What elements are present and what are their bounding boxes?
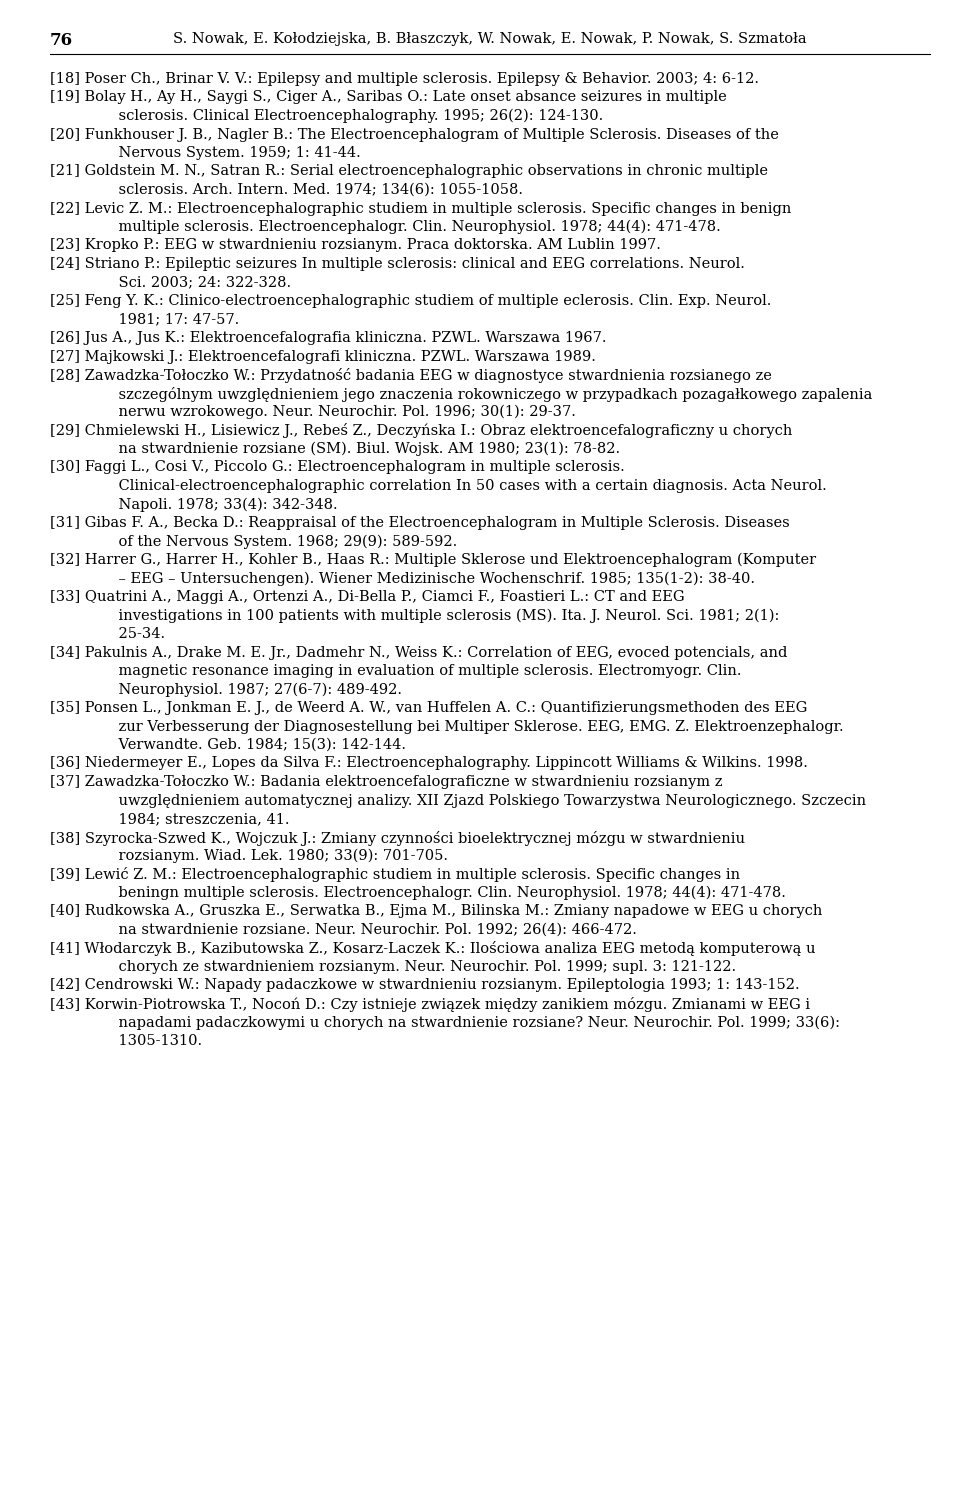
Text: zur Verbesserung der Diagnosestellung bei Multiper Sklerose. EEG, EMG. Z. Elektr: zur Verbesserung der Diagnosestellung be… bbox=[100, 720, 844, 733]
Text: chorych ze stwardnieniem rozsianym. Neur. Neurochir. Pol. 1999; supl. 3: 121-122: chorych ze stwardnieniem rozsianym. Neur… bbox=[100, 961, 736, 974]
Text: szczególnym uwzględnieniem jego znaczenia rokowniczego w przypadkach pozagałkowe: szczególnym uwzględnieniem jego znaczeni… bbox=[100, 387, 873, 401]
Text: [33] Quatrini A., Maggi A., Ortenzi A., Di-Bella P., Ciamci F., Foastieri L.: CT: [33] Quatrini A., Maggi A., Ortenzi A., … bbox=[50, 590, 684, 604]
Text: [42] Cendrowski W.: Napady padaczkowe w stwardnieniu rozsianym. Epileptologia 19: [42] Cendrowski W.: Napady padaczkowe w … bbox=[50, 978, 800, 992]
Text: [20] Funkhouser J. B., Nagler B.: The Electroencephalogram of Multiple Sclerosis: [20] Funkhouser J. B., Nagler B.: The El… bbox=[50, 128, 779, 141]
Text: [28] Zawadzka-Tołoczko W.: Przydatność badania EEG w diagnostyce stwardnienia ro: [28] Zawadzka-Tołoczko W.: Przydatność b… bbox=[50, 367, 772, 384]
Text: [30] Faggi L., Cosi V., Piccolo G.: Electroencephalogram in multiple sclerosis.: [30] Faggi L., Cosi V., Piccolo G.: Elec… bbox=[50, 461, 625, 474]
Text: [40] Rudkowska A., Gruszka E., Serwatka B., Ejma M., Bilinska M.: Zmiany napadow: [40] Rudkowska A., Gruszka E., Serwatka … bbox=[50, 904, 823, 919]
Text: 76: 76 bbox=[50, 33, 73, 49]
Text: [41] Włodarczyk B., Kazibutowska Z., Kosarz-Laczek K.: Ilościowa analiza EEG met: [41] Włodarczyk B., Kazibutowska Z., Kos… bbox=[50, 941, 815, 956]
Text: – EEG – Untersuchengen). Wiener Medizinische Wochenschrif. 1985; 135(1-2): 38-40: – EEG – Untersuchengen). Wiener Medizini… bbox=[100, 571, 755, 586]
Text: investigations in 100 patients with multiple sclerosis (MS). Ita. J. Neurol. Sci: investigations in 100 patients with mult… bbox=[100, 608, 780, 623]
Text: Sci. 2003; 24: 322-328.: Sci. 2003; 24: 322-328. bbox=[100, 275, 291, 290]
Text: [29] Chmielewski H., Lisiewicz J., Rebeś Z., Deczyńska I.: Obraz elektroencefalo: [29] Chmielewski H., Lisiewicz J., Rebeś… bbox=[50, 424, 792, 439]
Text: [37] Zawadzka-Tołoczko W.: Badania elektroencefalograficzne w stwardnieniu rozsi: [37] Zawadzka-Tołoczko W.: Badania elekt… bbox=[50, 775, 723, 790]
Text: Nervous System. 1959; 1: 41-44.: Nervous System. 1959; 1: 41-44. bbox=[100, 146, 361, 161]
Text: [24] Striano P.: Epileptic seizures In multiple sclerosis: clinical and EEG corr: [24] Striano P.: Epileptic seizures In m… bbox=[50, 257, 745, 271]
Text: [31] Gibas F. A., Becka D.: Reappraisal of the Electroencephalogram in Multiple : [31] Gibas F. A., Becka D.: Reappraisal … bbox=[50, 516, 790, 529]
Text: Clinical-electroencephalographic correlation In 50 cases with a certain diagnosi: Clinical-electroencephalographic correla… bbox=[100, 479, 827, 494]
Text: [35] Ponsen L., Jonkman E. J., de Weerd A. W., van Huffelen A. C.: Quantifizieru: [35] Ponsen L., Jonkman E. J., de Weerd … bbox=[50, 700, 807, 715]
Text: sclerosis. Clinical Electroencephalography. 1995; 26(2): 124-130.: sclerosis. Clinical Electroencephalograp… bbox=[100, 109, 603, 123]
Text: nerwu wzrokowego. Neur. Neurochir. Pol. 1996; 30(1): 29-37.: nerwu wzrokowego. Neur. Neurochir. Pol. … bbox=[100, 404, 576, 419]
Text: na stwardnienie rozsiane. Neur. Neurochir. Pol. 1992; 26(4): 466-472.: na stwardnienie rozsiane. Neur. Neurochi… bbox=[100, 923, 636, 937]
Text: 25-34.: 25-34. bbox=[100, 628, 165, 641]
Text: [19] Bolay H., Ay H., Saygi S., Ciger A., Saribas O.: Late onset absance seizure: [19] Bolay H., Ay H., Saygi S., Ciger A.… bbox=[50, 91, 727, 104]
Text: [27] Majkowski J.: Elektroencefalografi kliniczna. PZWL. Warszawa 1989.: [27] Majkowski J.: Elektroencefalografi … bbox=[50, 349, 596, 363]
Text: Neurophysiol. 1987; 27(6-7): 489-492.: Neurophysiol. 1987; 27(6-7): 489-492. bbox=[100, 683, 402, 697]
Text: magnetic resonance imaging in evaluation of multiple sclerosis. Electromyogr. Cl: magnetic resonance imaging in evaluation… bbox=[100, 665, 741, 678]
Text: beningn multiple sclerosis. Electroencephalogr. Clin. Neurophysiol. 1978; 44(4):: beningn multiple sclerosis. Electroencep… bbox=[100, 886, 786, 901]
Text: [26] Jus A., Jus K.: Elektroencefalografia kliniczna. PZWL. Warszawa 1967.: [26] Jus A., Jus K.: Elektroencefalograf… bbox=[50, 332, 607, 345]
Text: [38] Szyrocka-Szwed K., Wojczuk J.: Zmiany czynności bioelektrycznej mózgu w stw: [38] Szyrocka-Szwed K., Wojczuk J.: Zmia… bbox=[50, 831, 745, 846]
Text: sclerosis. Arch. Intern. Med. 1974; 134(6): 1055-1058.: sclerosis. Arch. Intern. Med. 1974; 134(… bbox=[100, 183, 523, 196]
Text: 1305-1310.: 1305-1310. bbox=[100, 1033, 203, 1048]
Text: [36] Niedermeyer E., Lopes da Silva F.: Electroencephalography. Lippincott Willi: [36] Niedermeyer E., Lopes da Silva F.: … bbox=[50, 757, 808, 770]
Text: [34] Pakulnis A., Drake M. E. Jr., Dadmehr N., Weiss K.: Correlation of EEG, evo: [34] Pakulnis A., Drake M. E. Jr., Dadme… bbox=[50, 645, 787, 660]
Text: uwzględnieniem automatycznej analizy. XII Zjazd Polskiego Towarzystwa Neurologic: uwzględnieniem automatycznej analizy. XI… bbox=[100, 794, 866, 807]
Text: S. Nowak, E. Kołodziejska, B. Błaszczyk, W. Nowak, E. Nowak, P. Nowak, S. Szmato: S. Nowak, E. Kołodziejska, B. Błaszczyk,… bbox=[173, 33, 806, 46]
Text: [25] Feng Y. K.: Clinico-electroencephalographic studiem of multiple eclerosis. : [25] Feng Y. K.: Clinico-electroencephal… bbox=[50, 294, 772, 308]
Text: na stwardnienie rozsiane (SM). Biul. Wojsk. AM 1980; 23(1): 78-82.: na stwardnienie rozsiane (SM). Biul. Woj… bbox=[100, 442, 620, 457]
Text: Verwandte. Geb. 1984; 15(3): 142-144.: Verwandte. Geb. 1984; 15(3): 142-144. bbox=[100, 738, 406, 752]
Text: [32] Harrer G., Harrer H., Kohler B., Haas R.: Multiple Sklerose und Elektroence: [32] Harrer G., Harrer H., Kohler B., Ha… bbox=[50, 553, 816, 568]
Text: [39] Lewić Z. M.: Electroencephalographic studiem in multiple sclerosis. Specifi: [39] Lewić Z. M.: Electroencephalographi… bbox=[50, 867, 740, 882]
Text: rozsianym. Wiad. Lek. 1980; 33(9): 701-705.: rozsianym. Wiad. Lek. 1980; 33(9): 701-7… bbox=[100, 849, 448, 864]
Text: of the Nervous System. 1968; 29(9): 589-592.: of the Nervous System. 1968; 29(9): 589-… bbox=[100, 534, 457, 549]
Text: napadami padaczkowymi u chorych na stwardnienie rozsiane? Neur. Neurochir. Pol. : napadami padaczkowymi u chorych na stwar… bbox=[100, 1016, 840, 1030]
Text: 1984; streszczenia, 41.: 1984; streszczenia, 41. bbox=[100, 812, 290, 825]
Text: [22] Levic Z. M.: Electroencephalographic studiem in multiple sclerosis. Specifi: [22] Levic Z. M.: Electroencephalographi… bbox=[50, 202, 791, 216]
Text: Napoli. 1978; 33(4): 342-348.: Napoli. 1978; 33(4): 342-348. bbox=[100, 498, 338, 512]
Text: [18] Poser Ch., Brinar V. V.: Epilepsy and multiple sclerosis. Epilepsy & Behavi: [18] Poser Ch., Brinar V. V.: Epilepsy a… bbox=[50, 71, 759, 86]
Text: multiple sclerosis. Electroencephalogr. Clin. Neurophysiol. 1978; 44(4): 471-478: multiple sclerosis. Electroencephalogr. … bbox=[100, 220, 721, 235]
Text: [23] Kropko P.: EEG w stwardnieniu rozsianym. Praca doktorska. AM Lublin 1997.: [23] Kropko P.: EEG w stwardnieniu rozsi… bbox=[50, 238, 660, 253]
Text: 1981; 17: 47-57.: 1981; 17: 47-57. bbox=[100, 312, 239, 327]
Text: [43] Korwin-Piotrowska T., Nocoń D.: Czy istnieje związek między zanikiem mózgu.: [43] Korwin-Piotrowska T., Nocoń D.: Czy… bbox=[50, 996, 810, 1013]
Text: [21] Goldstein M. N., Satran R.: Serial electroencephalographic observations in : [21] Goldstein M. N., Satran R.: Serial … bbox=[50, 165, 768, 178]
